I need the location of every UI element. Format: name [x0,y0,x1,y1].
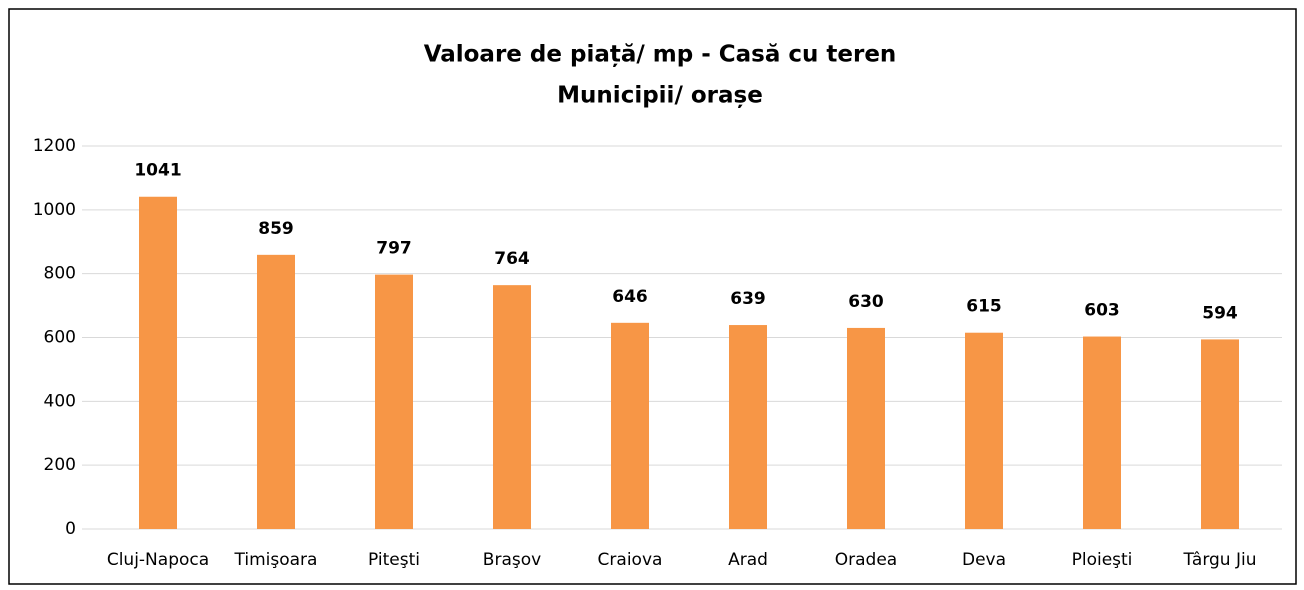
bar [729,325,767,529]
x-tick-label: Braşov [483,550,541,570]
chart-title: Valoare de piață/ mp - Casă cu teren [424,42,897,68]
x-tick-label: Arad [728,550,768,570]
y-tick-label: 1000 [33,200,76,220]
x-tick-label: Deva [962,550,1006,570]
y-tick-label: 400 [44,391,76,411]
bar [257,254,295,530]
bar [611,322,649,529]
bar [1201,339,1239,529]
y-tick-label: 800 [44,264,76,284]
data-label: 764 [494,249,530,269]
chart-subtitle: Municipii/ orașe [557,83,763,109]
chart-frame [8,8,1297,585]
y-tick-label: 200 [44,455,76,475]
x-tick-label: Craiova [598,550,663,570]
data-label: 646 [612,287,648,307]
x-tick-label: Piteşti [368,550,420,570]
x-tick-label: Târgu Jiu [1183,550,1257,570]
data-label: 1041 [134,161,181,181]
x-tick-label: Oradea [835,550,897,570]
bar [375,274,413,529]
data-label: 639 [730,289,766,309]
y-tick-label: 0 [65,519,76,539]
bar [139,196,177,529]
y-tick-label: 600 [44,328,76,348]
x-tick-label: Cluj-Napoca [107,550,209,570]
x-tick-label: Ploieşti [1072,550,1133,570]
x-tick-label: Timişoara [234,550,318,570]
data-label: 603 [1084,301,1120,321]
bar [1083,336,1121,529]
bar [965,332,1003,529]
data-label: 859 [258,219,294,239]
y-tick-label: 1200 [33,136,76,156]
data-label: 797 [376,239,412,259]
bar [493,285,531,529]
data-label: 630 [848,292,884,312]
data-label: 594 [1202,303,1238,323]
data-label: 615 [966,297,1002,317]
bar [847,327,885,529]
